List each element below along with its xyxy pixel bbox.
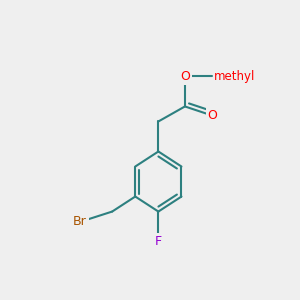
Text: O: O bbox=[208, 109, 218, 122]
Text: methyl: methyl bbox=[214, 70, 255, 83]
Text: Br: Br bbox=[73, 215, 87, 229]
Text: O: O bbox=[180, 70, 190, 83]
Text: F: F bbox=[155, 235, 162, 248]
